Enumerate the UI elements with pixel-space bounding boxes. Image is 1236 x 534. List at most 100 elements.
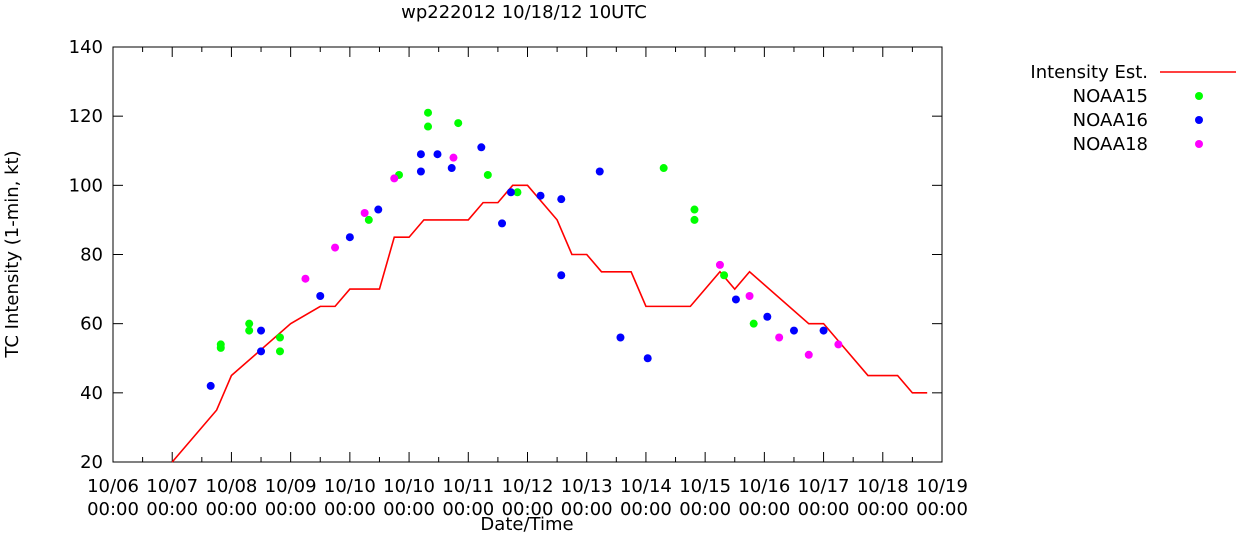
data-point-noaa15 (275, 347, 284, 356)
y-tick-label: 80 (80, 245, 103, 266)
legend-swatch-noaa15 (1195, 92, 1203, 100)
data-point-noaa16 (557, 195, 566, 204)
x-tick-label-date: 10/10 (383, 476, 435, 497)
data-point-noaa16 (316, 292, 325, 300)
data-point-noaa15 (720, 271, 729, 280)
data-point-noaa15 (245, 319, 254, 328)
data-point-noaa16 (206, 381, 215, 390)
x-tick-label-date: 10/14 (620, 476, 672, 497)
x-tick-label-date: 10/12 (502, 476, 554, 497)
series-layer (171, 108, 928, 463)
x-tick-label-date: 10/06 (87, 476, 139, 497)
data-point-noaa18 (390, 174, 399, 183)
data-point-noaa16 (536, 191, 545, 200)
data-point-noaa16 (257, 326, 266, 335)
x-tick-label-time: 00:00 (916, 499, 968, 520)
data-point-noaa18 (331, 243, 340, 252)
data-point-noaa16 (763, 312, 772, 321)
x-tick-label-date: 10/07 (146, 476, 198, 497)
x-tick-label-time: 00:00 (502, 499, 554, 520)
series-line-intensity-est (171, 184, 928, 463)
data-point-noaa15 (424, 122, 433, 131)
data-point-noaa18 (715, 260, 724, 269)
x-tick-label-date: 10/18 (857, 476, 909, 497)
x-tick-label-date: 10/19 (916, 476, 968, 497)
y-tick-label: 140 (69, 37, 103, 58)
data-point-noaa16 (416, 150, 425, 159)
data-point-noaa15 (749, 319, 758, 328)
data-point-noaa16 (506, 188, 515, 197)
data-point-noaa18 (804, 350, 813, 359)
data-point-noaa16 (789, 326, 798, 335)
data-point-noaa18 (449, 153, 458, 162)
data-point-noaa18 (301, 274, 310, 283)
data-point-noaa16 (257, 347, 266, 356)
x-tick-label-time: 00:00 (87, 499, 139, 520)
x-tick-label-time: 00:00 (798, 499, 850, 520)
data-point-noaa15 (690, 215, 699, 224)
y-axis: 20 40 60 80 100 120 140 (69, 37, 942, 473)
data-point-noaa16 (345, 233, 354, 242)
y-tick-label: 40 (80, 383, 103, 404)
data-point-noaa15 (659, 164, 668, 173)
data-point-noaa16 (731, 295, 740, 304)
legend-label-intensity-est: Intensity Est. (1030, 62, 1148, 83)
data-point-noaa16 (416, 167, 425, 176)
x-axis-label: Date/Time (480, 514, 573, 534)
y-axis-label: TC Intensity (1-min, kt) (2, 150, 23, 358)
x-tick-label-date: 10/17 (798, 476, 850, 497)
y-tick-label: 60 (80, 314, 103, 335)
x-tick-label-date: 10/13 (561, 476, 613, 497)
data-point-noaa16 (643, 354, 652, 363)
x-tick-label-date: 10/10 (324, 476, 376, 497)
data-point-noaa15 (454, 119, 463, 128)
data-point-noaa16 (819, 326, 828, 335)
data-point-noaa15 (245, 326, 254, 335)
data-point-noaa15 (216, 340, 225, 349)
x-tick-label-time: 00:00 (146, 499, 198, 520)
data-point-noaa16 (595, 167, 604, 176)
legend-label-noaa15: NOAA15 (1073, 86, 1148, 107)
y-tick-label: 20 (80, 452, 103, 473)
data-point-noaa18 (775, 333, 784, 342)
legend-swatch-noaa16 (1195, 116, 1203, 124)
x-tick-label-time: 00:00 (620, 499, 672, 520)
x-tick-label-date: 10/11 (442, 476, 494, 497)
legend-label-noaa18: NOAA18 (1073, 134, 1148, 155)
data-point-noaa16 (374, 205, 383, 214)
x-tick-label-time: 00:00 (679, 499, 731, 520)
data-point-noaa15 (513, 188, 522, 197)
data-point-noaa15 (483, 170, 492, 179)
data-point-noaa18 (360, 209, 369, 217)
x-tick-label-time: 00:00 (738, 499, 790, 520)
y-tick-label: 100 (69, 175, 103, 196)
legend-swatch-noaa18 (1195, 140, 1203, 148)
chart-title: wp222012 10/18/12 10UTC (401, 2, 647, 23)
x-tick-label-time: 00:00 (857, 499, 909, 520)
data-point-noaa18 (834, 340, 843, 349)
x-tick-label-time: 00:00 (561, 499, 613, 520)
data-point-noaa16 (433, 150, 442, 159)
data-point-noaa15 (275, 333, 284, 342)
data-point-noaa16 (447, 164, 456, 173)
data-point-noaa15 (690, 205, 699, 214)
x-tick-label-date: 10/09 (265, 476, 317, 497)
x-tick-label-time: 00:00 (324, 499, 376, 520)
x-axis: 10/0600:0010/0700:0010/0800:0010/0900:00… (87, 47, 968, 520)
legend-label-noaa16: NOAA16 (1073, 110, 1148, 131)
data-point-noaa18 (745, 292, 754, 300)
data-point-noaa16 (498, 219, 507, 228)
x-tick-label-date: 10/08 (205, 476, 257, 497)
data-point-noaa16 (557, 271, 566, 280)
data-point-noaa16 (616, 333, 625, 342)
plot-frame (112, 46, 943, 463)
x-tick-label-date: 10/15 (679, 476, 731, 497)
x-tick-label-time: 00:00 (205, 499, 257, 520)
data-point-noaa16 (477, 143, 486, 152)
data-point-noaa15 (364, 215, 373, 224)
x-tick-label-time: 00:00 (265, 499, 317, 520)
x-tick-label-time: 00:00 (442, 499, 494, 520)
legend: Intensity Est. NOAA15 NOAA16 NOAA18 (1030, 62, 1236, 155)
data-point-noaa15 (424, 108, 433, 117)
